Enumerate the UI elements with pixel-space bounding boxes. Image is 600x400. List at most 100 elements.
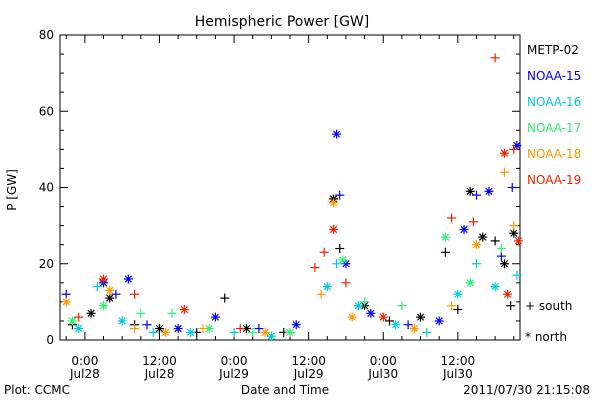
north-point xyxy=(513,236,523,246)
north-point xyxy=(329,224,339,234)
y-axis-label: P [GW] xyxy=(5,169,19,211)
north-point xyxy=(285,327,295,337)
south-point xyxy=(512,270,522,280)
data-points xyxy=(61,53,523,341)
legend-entry: METP-02 xyxy=(527,43,579,57)
north-point xyxy=(86,308,96,318)
x-tick-label: 12:00 xyxy=(441,354,476,368)
plot-credit: Plot: CCMC xyxy=(4,383,70,397)
south-point xyxy=(490,53,500,63)
x-tick-label: 0:00 xyxy=(370,354,397,368)
x-tick-date-label: Jul29 xyxy=(218,367,249,381)
north-point xyxy=(338,255,348,265)
south-point xyxy=(167,308,177,318)
south-point xyxy=(471,190,481,200)
north-point xyxy=(105,293,115,303)
south-point xyxy=(360,297,370,307)
south-point xyxy=(61,289,71,299)
south-point xyxy=(397,301,407,311)
north-point xyxy=(74,324,84,334)
south-point xyxy=(254,324,264,334)
south-point xyxy=(248,327,258,337)
y-tick-label: 0 xyxy=(46,333,54,347)
south-point xyxy=(496,244,506,253)
north-point xyxy=(173,324,183,334)
north-point xyxy=(490,282,500,292)
south-point xyxy=(453,305,463,314)
south-point xyxy=(136,308,146,318)
x-tick-label: 0:00 xyxy=(221,354,248,368)
north-point xyxy=(440,232,450,242)
y-tick-label: 40 xyxy=(39,181,54,195)
north-point xyxy=(471,240,481,250)
north-point xyxy=(154,324,164,334)
south-point xyxy=(335,244,345,253)
x-tick-date-label: Jul28 xyxy=(144,367,175,381)
south-point xyxy=(142,320,152,330)
north-point xyxy=(329,198,339,208)
south-point xyxy=(220,293,230,303)
north-point xyxy=(465,186,475,196)
north-point xyxy=(99,274,109,284)
south-point xyxy=(509,221,519,231)
north-point xyxy=(291,320,301,330)
south-point xyxy=(229,327,239,337)
south-point xyxy=(471,259,481,269)
north-point xyxy=(409,324,419,334)
north-point xyxy=(99,301,109,311)
south-point xyxy=(332,259,342,269)
north-point xyxy=(179,305,189,314)
north-point xyxy=(322,282,332,292)
x-tick-date-label: Jul30 xyxy=(442,367,473,381)
south-point xyxy=(130,289,140,299)
legend-entry: NOAA-18 xyxy=(527,147,581,161)
legend-entry: NOAA-19 xyxy=(527,173,581,187)
north-point xyxy=(434,316,444,326)
x-tick-date-label: Jul30 xyxy=(367,367,398,381)
legend: METP-02 NOAA-15 NOAA-16 NOAA-17 NOAA-18 NOAA-… xyxy=(527,43,581,187)
x-tick-date-label: Jul29 xyxy=(293,367,324,381)
north-point xyxy=(366,308,376,318)
south-point xyxy=(148,327,158,337)
south-point xyxy=(509,144,519,154)
north-point xyxy=(459,224,469,234)
north-point xyxy=(260,327,270,337)
north-point xyxy=(161,327,171,337)
north-point xyxy=(503,289,513,299)
north-point xyxy=(123,274,133,284)
south-point xyxy=(319,247,329,257)
x-tick-label: 12:00 xyxy=(142,354,177,368)
south-point xyxy=(384,316,394,326)
south-point xyxy=(499,167,509,177)
north-point xyxy=(105,285,115,295)
south-point xyxy=(74,312,84,322)
south-point xyxy=(403,320,413,330)
north-point xyxy=(391,320,401,330)
north-point xyxy=(210,312,220,322)
south-point xyxy=(235,324,245,334)
x-tick-label: 12:00 xyxy=(291,354,326,368)
x-tick-date-label: Jul28 xyxy=(69,367,100,381)
north-point xyxy=(204,324,214,334)
north-point xyxy=(67,316,77,326)
y-tick-label: 60 xyxy=(39,104,54,118)
south-point xyxy=(490,236,500,246)
south-point xyxy=(198,324,208,334)
north-point xyxy=(416,312,426,322)
north-point xyxy=(509,228,519,238)
north-point xyxy=(266,331,276,341)
north-point xyxy=(378,312,388,322)
south-point xyxy=(496,251,506,261)
south-point xyxy=(92,282,102,292)
south-point xyxy=(447,301,457,311)
south-point xyxy=(341,278,351,288)
north-point xyxy=(117,316,127,326)
south-point xyxy=(310,263,320,273)
south-point xyxy=(440,247,450,257)
legend-entry: NOAA-15 xyxy=(527,69,581,83)
timestamp: 2011/07/30 21:15:08 xyxy=(463,383,590,397)
x-tick-label: 0:00 xyxy=(71,354,98,368)
legend-entry: NOAA-17 xyxy=(527,121,581,135)
south-point xyxy=(507,183,517,192)
